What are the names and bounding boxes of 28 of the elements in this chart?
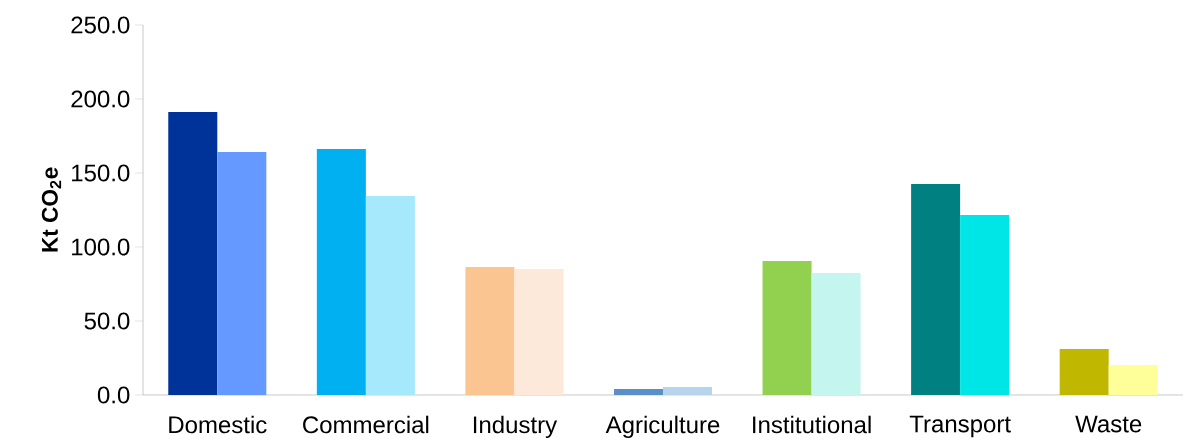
bar xyxy=(1108,364,1158,395)
y-tick-label: 50.0 xyxy=(84,312,130,330)
x-tick-label: Commercial xyxy=(303,415,429,434)
y-tick-label: 200.0 xyxy=(71,90,130,108)
x-tick-label: Domestic xyxy=(169,415,267,434)
bar xyxy=(613,388,663,395)
bar xyxy=(663,387,713,395)
y-tick-label: 100.0 xyxy=(72,238,130,256)
bar xyxy=(1059,348,1109,395)
x-tick-label: Agriculture xyxy=(605,415,720,439)
bar xyxy=(168,112,218,395)
bar xyxy=(514,269,564,395)
y-tick-label: 0.0 xyxy=(97,386,130,404)
bar xyxy=(465,266,515,395)
bar xyxy=(316,149,366,395)
x-tick-label: Institutional xyxy=(753,415,871,434)
bar xyxy=(911,183,961,395)
x-tick-label: Industry xyxy=(473,415,558,439)
y-axis-title: Kt CO$_{2}$e xyxy=(41,167,62,252)
bar xyxy=(811,273,861,395)
y-tick-label: 150.0 xyxy=(72,164,130,182)
bar xyxy=(365,195,415,395)
x-tick-label: Waste xyxy=(1075,415,1142,433)
bar xyxy=(960,215,1010,395)
y-tick-label: 250.0 xyxy=(71,16,130,34)
bar xyxy=(217,151,267,395)
bar xyxy=(762,261,812,395)
x-tick-label: Transport xyxy=(909,415,1011,438)
